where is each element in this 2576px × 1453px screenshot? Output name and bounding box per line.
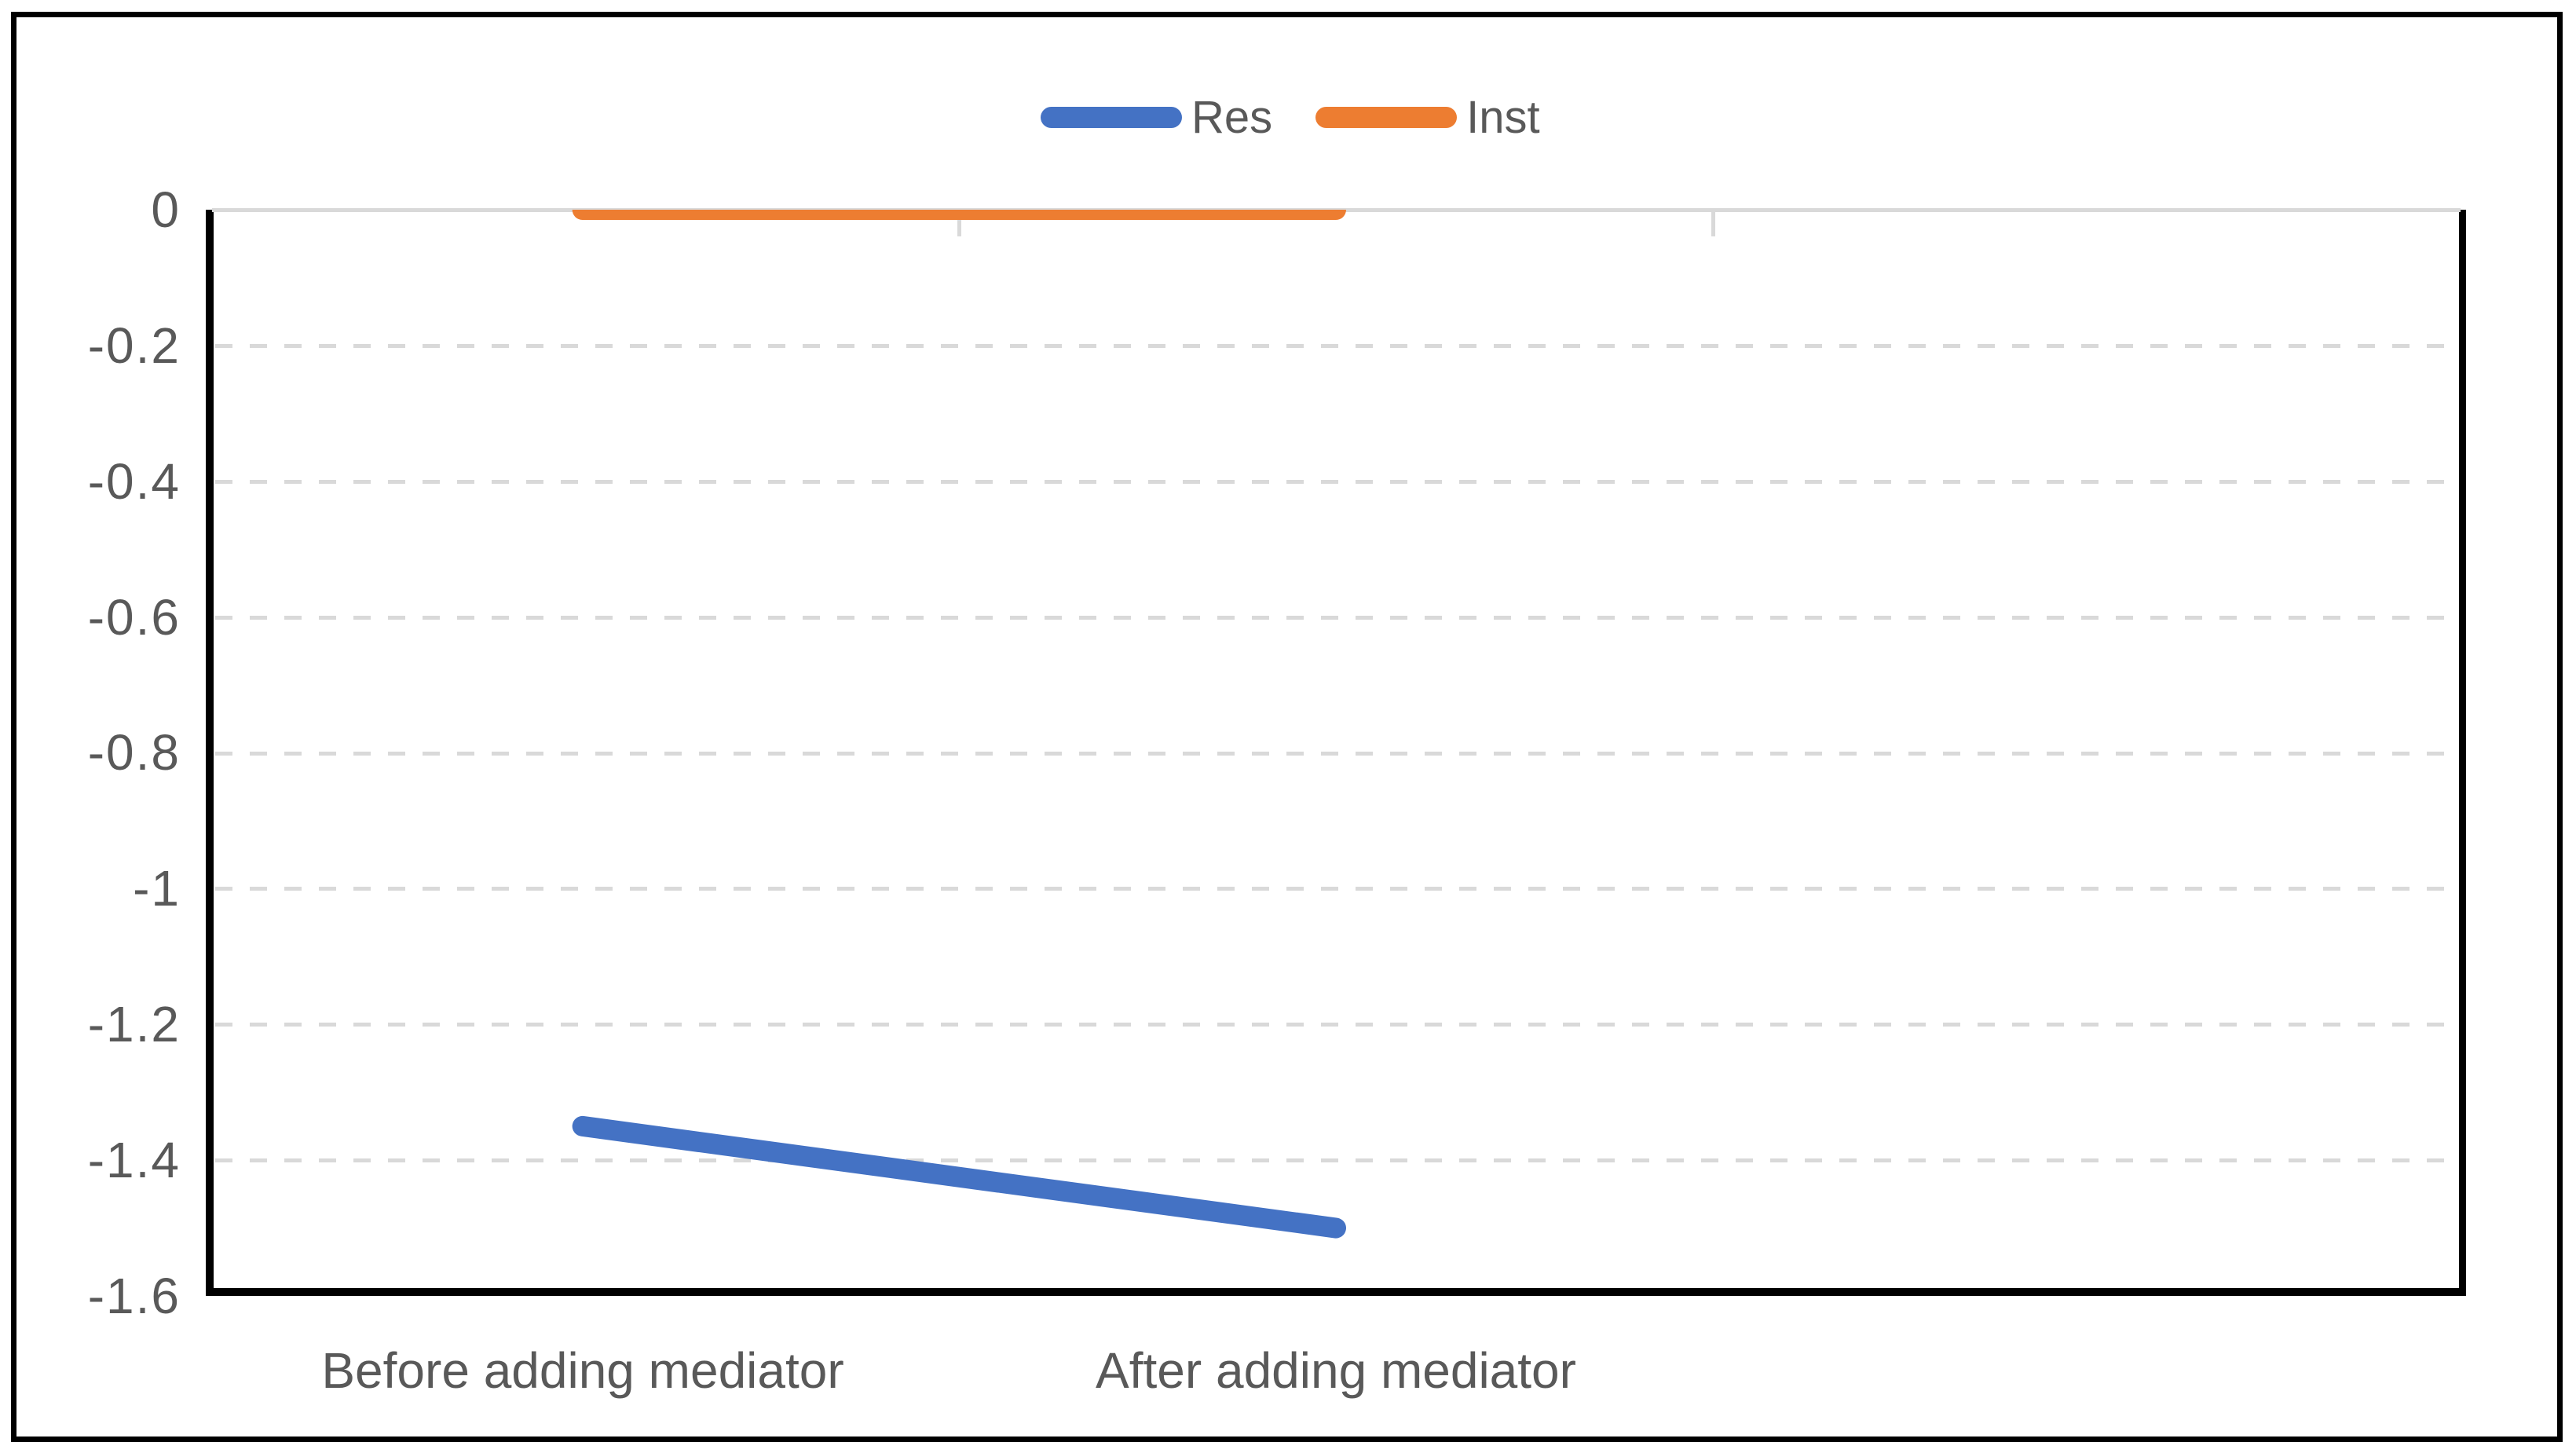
category-boundary-tick [1711,211,1715,236]
chart-border [11,12,2563,1442]
gridline [215,752,2457,756]
y-axis-label: -1.2 [87,996,181,1052]
series-svg [572,210,1346,1239]
category-boundary-tick [957,211,961,236]
y-axis-label: -0.4 [87,453,181,510]
y-axis-label: -1.6 [87,1268,181,1324]
x-axis-label: After adding mediator [1096,1342,1576,1399]
gridline [215,1023,2457,1027]
gridline [215,480,2457,484]
y-axis-label: -0.6 [87,589,181,646]
legend-item-res: Res [1041,91,1272,144]
legend-item-inst: Inst [1315,91,1540,144]
x-axis-label: Before adding mediator [321,1342,844,1399]
legend-label-inst: Inst [1466,92,1540,143]
inst-line-swatch-icon [1315,107,1458,128]
gridline [215,344,2457,348]
legend-label-res: Res [1191,92,1273,143]
y-axis-label: -1.4 [87,1132,181,1188]
gridline [215,1158,2457,1162]
y-axis-label: -0.2 [87,317,181,374]
res-line-swatch-icon [1041,107,1182,128]
y-axis-label: -0.8 [87,724,181,781]
y-axis-label: 0 [151,181,181,238]
legend: Res Inst [1041,91,1540,144]
gridline [215,887,2457,891]
series-line-res [572,1115,1346,1239]
y-axis-label: -1 [133,860,181,917]
plot-area [206,208,2466,1296]
gridline [215,616,2457,620]
